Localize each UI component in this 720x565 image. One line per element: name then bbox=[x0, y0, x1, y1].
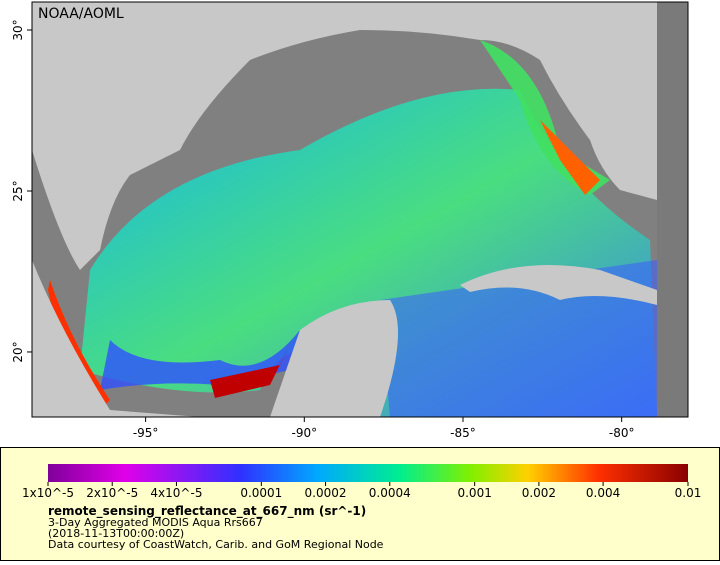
colorbar-tick-label: 0.01 bbox=[675, 486, 702, 500]
colorbar-tick-label: 1x10^-5 bbox=[22, 486, 74, 500]
colorbar-tick-label: 0.0002 bbox=[305, 486, 347, 500]
plot-frame bbox=[31, 1, 689, 418]
land bbox=[32, 260, 200, 417]
x-tick-label: -90° bbox=[291, 426, 317, 440]
colorbar bbox=[48, 464, 688, 482]
map-area bbox=[32, 2, 688, 417]
land bbox=[460, 265, 657, 305]
data-swath bbox=[48, 280, 110, 410]
time: (2018-11-13T00:00:00Z) bbox=[48, 527, 184, 540]
credit: Data courtesy of CoastWatch, Carib. and … bbox=[48, 538, 384, 551]
land bbox=[480, 2, 657, 200]
dataset: 3-Day Aggregated MODIS Aqua Rrs667 bbox=[48, 516, 263, 529]
x-tick-label: -95° bbox=[133, 426, 159, 440]
colorbar-tick-label: 0.0001 bbox=[240, 486, 282, 500]
y-tick-label: 30° bbox=[11, 19, 25, 40]
map-title: NOAA/AOML bbox=[38, 6, 124, 22]
data-swath bbox=[380, 260, 657, 417]
land bbox=[32, 2, 480, 270]
colorbar-tick-label: 0.004 bbox=[586, 486, 620, 500]
colorbar-tick-label: 2x10^-5 bbox=[86, 486, 138, 500]
colorbar-tick-label: 4x10^-5 bbox=[150, 486, 202, 500]
colorbar-tick-label: 0.002 bbox=[522, 486, 556, 500]
title-box bbox=[35, 3, 135, 25]
colorbar-tick-label: 0.0004 bbox=[369, 486, 411, 500]
x-tick-label: -85° bbox=[450, 426, 476, 440]
y-tick-label: 25° bbox=[11, 180, 25, 201]
no-data-strip bbox=[657, 2, 688, 417]
land bbox=[270, 300, 398, 417]
data-swath bbox=[210, 340, 292, 398]
data-swath bbox=[480, 40, 610, 195]
variable-name: remote_sensing_reflectance_at_667_nm (sr… bbox=[48, 504, 366, 519]
x-tick-label: -80° bbox=[609, 426, 635, 440]
y-tick-label: 20° bbox=[11, 341, 25, 362]
colorbar-tick-label: 0.001 bbox=[457, 486, 491, 500]
data-swath bbox=[540, 120, 600, 195]
